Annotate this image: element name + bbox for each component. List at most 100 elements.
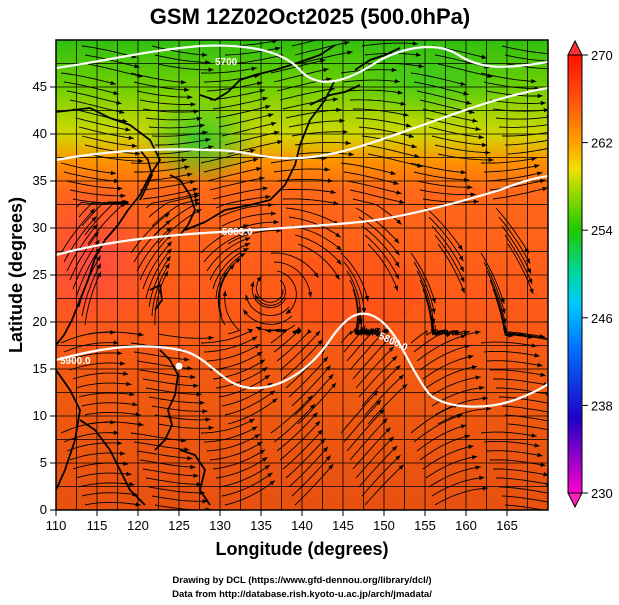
streamline-arrow [312, 412, 318, 418]
streamline [209, 177, 265, 191]
streamline-arrow [479, 385, 485, 391]
streamline-arrow [120, 361, 126, 366]
streamline [504, 504, 546, 510]
streamline [209, 89, 266, 101]
streamline-arrow [129, 481, 135, 487]
streamline-arrow [235, 258, 241, 264]
streamline [75, 117, 131, 131]
streamline-arrow [132, 402, 138, 407]
streamline [282, 198, 339, 205]
streamline [200, 418, 255, 434]
x-tick-label: 145 [332, 518, 354, 533]
streamline-arrow [488, 157, 494, 163]
streamline [224, 47, 281, 56]
streamline [75, 247, 101, 299]
streamline-arrow [268, 113, 274, 118]
streamline [349, 417, 388, 461]
streamline-arrow [324, 167, 330, 172]
streamline-arrow [325, 455, 331, 461]
streamline [215, 456, 268, 479]
streamline-arrow [184, 165, 190, 170]
streamline [134, 166, 190, 173]
streamline-arrow [306, 329, 312, 335]
streamline-arrow [247, 328, 254, 334]
x-tick-label: 160 [455, 518, 477, 533]
streamline-arrow [558, 339, 564, 344]
streamline-arrow [120, 451, 126, 456]
streamline [200, 67, 257, 74]
streamline-arrow [374, 331, 380, 338]
streamline [242, 309, 293, 325]
streamline-arrow [345, 140, 351, 146]
cool-anomaly-northeast [340, 40, 520, 120]
streamline-arrow [199, 400, 205, 406]
streamline-arrow [466, 100, 472, 105]
streamline [437, 408, 492, 425]
streamline-arrow [475, 330, 481, 335]
streamline-arrow [347, 50, 353, 55]
streamline [340, 69, 397, 74]
streamline [355, 436, 395, 479]
streamline-arrow [323, 356, 328, 363]
streamline [346, 89, 403, 94]
streamline [84, 54, 140, 68]
streamline-arrow [291, 329, 298, 335]
streamline-arrow [138, 158, 144, 164]
streamline-arrow [550, 121, 556, 126]
streamline-arrow [205, 417, 211, 422]
streamline [434, 234, 465, 283]
streamline [352, 198, 402, 225]
streamline [416, 270, 435, 325]
streamline-arrow [537, 452, 543, 458]
y-tick-label: 45 [33, 79, 47, 94]
streamline-arrow [487, 73, 493, 78]
streamline [507, 147, 548, 155]
streamline [498, 396, 548, 404]
y-tick-label: 10 [33, 408, 47, 423]
streamline [255, 324, 296, 333]
streamline [416, 90, 472, 105]
streamline [504, 324, 548, 340]
streamline-arrow [471, 365, 478, 370]
streamline-arrow [270, 211, 276, 216]
streamline [410, 72, 466, 86]
streamline-arrow [375, 400, 381, 406]
streamline [422, 355, 474, 380]
streamline-arrow [552, 52, 557, 57]
streamline-arrow [385, 427, 391, 433]
streamline-arrow [559, 66, 564, 71]
colorbar-tick-label: 254 [591, 223, 613, 238]
streamline-arrow [202, 409, 208, 414]
contour-label: 5900.0 [60, 356, 91, 367]
streamline [496, 477, 548, 485]
streamline [200, 149, 256, 164]
streamline [486, 360, 543, 367]
coast-indochina [56, 369, 81, 491]
colorbar-tick-label: 238 [591, 398, 613, 413]
streamline [493, 378, 548, 386]
streamline [480, 72, 537, 82]
streamline [63, 171, 120, 182]
streamline-arrow [555, 510, 561, 515]
streamline [227, 230, 282, 245]
streamline-arrow [372, 390, 378, 396]
streamline-arrow [262, 96, 268, 102]
streamline [206, 167, 262, 182]
streamline-arrow [315, 331, 321, 337]
streamline-arrow [555, 136, 561, 141]
streamline [206, 433, 261, 452]
streamline-arrow [267, 472, 273, 478]
streamline [361, 454, 401, 497]
contour-label: 5700 [215, 57, 238, 68]
y-tick-label: 35 [33, 173, 47, 188]
streamline [63, 216, 97, 263]
streamline-arrow [452, 330, 458, 336]
streamline-arrow [123, 461, 129, 466]
streamline-arrow [229, 264, 235, 270]
streamline-arrow [126, 381, 132, 387]
streamline-arrow [181, 158, 187, 163]
streamline-arrow [460, 334, 467, 339]
streamline [215, 252, 246, 299]
streamline-arrow [166, 241, 172, 247]
